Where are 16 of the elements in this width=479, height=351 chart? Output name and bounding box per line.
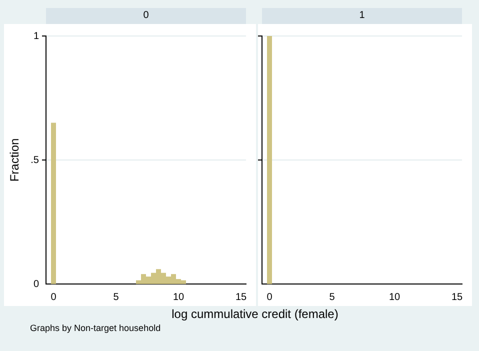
y-axis-title: Fraction	[8, 138, 22, 182]
y-tick-label: .5	[30, 154, 40, 166]
text: Graphs by Non-target household	[30, 323, 161, 333]
x-tick-label: 10	[172, 292, 184, 303]
x-tick-label: 0	[50, 292, 57, 303]
chart-title: 1	[262, 8, 462, 24]
x-tick-label: 5	[329, 292, 336, 303]
x-tick-label: 0	[266, 292, 273, 303]
x-tick-label: 10	[388, 292, 400, 303]
y-tick-label: 0	[33, 278, 40, 290]
x-axis-title: log cummulative credit (female)	[170, 307, 340, 321]
x-tick-label: 15	[451, 292, 463, 303]
chart-title: 0	[46, 8, 246, 24]
y-tick-label: 1	[33, 30, 40, 42]
x-tick-label: 15	[235, 292, 247, 303]
x-tick-label: 5	[113, 292, 120, 303]
